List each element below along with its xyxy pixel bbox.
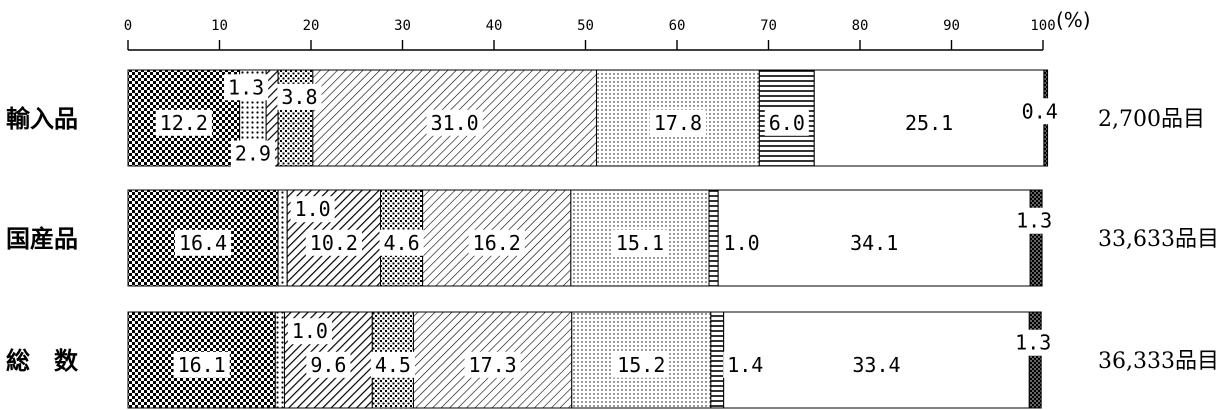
data-label: 9.6 xyxy=(310,353,346,377)
data-label: 6.0 xyxy=(769,111,805,135)
bar-row-total: 総 数 16.1 1.0 9.6 4.5 17.3 15.2 1.4 33.4 1.3 36,333… xyxy=(6,311,1219,409)
data-label: 3.8 xyxy=(281,85,317,109)
data-label: 34.1 xyxy=(850,231,898,255)
data-label: 17.3 xyxy=(469,353,517,377)
data-label-bg xyxy=(230,140,275,167)
data-label: 4.5 xyxy=(375,353,411,377)
data-label: 1.0 xyxy=(295,197,331,221)
data-label-bg xyxy=(723,351,768,378)
category-label: 国産品 xyxy=(6,225,78,253)
data-label: 2.9 xyxy=(235,142,271,166)
bar-row-domestic: 国産品 16.4 1.0 10.2 4.6 16.2 15.1 1.0 34.1 1.3 33,63… xyxy=(6,189,1219,287)
data-label-bg xyxy=(468,229,525,256)
data-label-bg xyxy=(370,351,415,378)
data-label-bg xyxy=(379,229,424,256)
data-label-bg xyxy=(848,351,905,378)
x-axis: 0 10 20 30 40 50 60 70 80 90 100 (%) xyxy=(124,8,1091,51)
x-tick-label: 70 xyxy=(760,18,777,34)
data-label: 16.4 xyxy=(179,231,227,255)
data-label: 1.0 xyxy=(724,231,760,255)
data-label: 1.3 xyxy=(1016,209,1052,233)
data-label-bg xyxy=(290,196,335,223)
data-label: 4.6 xyxy=(384,231,420,255)
data-label: 1.3 xyxy=(1015,331,1051,355)
data-label-bg xyxy=(426,109,483,136)
total-label: 33,633品目 xyxy=(1098,227,1219,252)
bar-segment xyxy=(710,311,725,409)
x-tick-label: 40 xyxy=(486,18,503,34)
data-label-bg xyxy=(174,229,232,256)
x-tick-label: 80 xyxy=(852,18,869,34)
data-label: 1.3 xyxy=(228,75,264,99)
bar-segment xyxy=(708,189,719,287)
x-tick-label: 50 xyxy=(577,18,594,34)
bars: 輸入品 12.2 2.9 1.3 3.8 31.0 17.8 6.0 25.1 0.4 2,700品… xyxy=(6,69,1219,409)
data-label-bg xyxy=(649,109,707,136)
data-label: 17.8 xyxy=(654,111,702,135)
data-label-bg xyxy=(224,74,269,101)
data-label: 15.1 xyxy=(616,231,664,255)
x-axis-unit: (%) xyxy=(1056,8,1091,32)
data-label-bg xyxy=(155,109,212,136)
data-label-bg xyxy=(719,229,764,256)
x-tick-label: 60 xyxy=(669,18,686,34)
data-label: 0.4 xyxy=(1022,99,1058,123)
data-label-bg xyxy=(287,318,332,345)
bar-row-imports: 輸入品 12.2 2.9 1.3 3.8 31.0 17.8 6.0 25.1 0.4 2,700品… xyxy=(6,69,1205,167)
category-label: 輸入品 xyxy=(6,105,78,133)
data-label: 10.2 xyxy=(310,231,358,255)
total-label: 36,333品目 xyxy=(1098,349,1219,374)
data-label-bg xyxy=(611,229,669,256)
data-label: 25.1 xyxy=(905,111,953,135)
x-tick-label: 30 xyxy=(394,18,411,34)
bar-segment xyxy=(274,311,285,409)
data-label-bg xyxy=(306,351,351,378)
data-label-bg xyxy=(613,351,670,378)
data-label: 16.2 xyxy=(473,231,521,255)
data-label: 15.2 xyxy=(617,353,665,377)
data-label: 33.4 xyxy=(852,353,900,377)
bar-segment xyxy=(277,189,288,287)
data-label-bg xyxy=(464,351,521,378)
data-label: 1.0 xyxy=(292,319,328,343)
data-label-bg xyxy=(846,229,903,256)
data-label: 12.2 xyxy=(160,111,208,135)
bar-segment xyxy=(1029,189,1043,287)
data-label-bg xyxy=(1012,207,1057,234)
category-label: 総 数 xyxy=(6,347,79,375)
bar-segment xyxy=(1028,311,1042,409)
data-label-bg xyxy=(277,83,322,110)
data-label: 1.4 xyxy=(727,353,763,377)
data-label-bg xyxy=(1017,98,1062,125)
x-tick-label: 10 xyxy=(211,18,228,34)
x-axis-ticks: 0 10 20 30 40 50 60 70 80 90 100 xyxy=(124,18,1056,50)
data-label-bg xyxy=(1011,329,1056,356)
total-label: 2,700品目 xyxy=(1098,107,1205,132)
x-tick-label: 100 xyxy=(1030,18,1055,34)
data-label-bg xyxy=(173,351,230,378)
data-label-bg xyxy=(764,109,809,136)
x-tick-label: 0 xyxy=(124,18,132,34)
data-label: 16.1 xyxy=(178,353,226,377)
data-label-bg xyxy=(305,229,362,256)
x-tick-label: 90 xyxy=(943,18,960,34)
data-label-bg xyxy=(900,109,958,136)
x-tick-label: 20 xyxy=(303,18,320,34)
data-label: 31.0 xyxy=(431,111,479,135)
